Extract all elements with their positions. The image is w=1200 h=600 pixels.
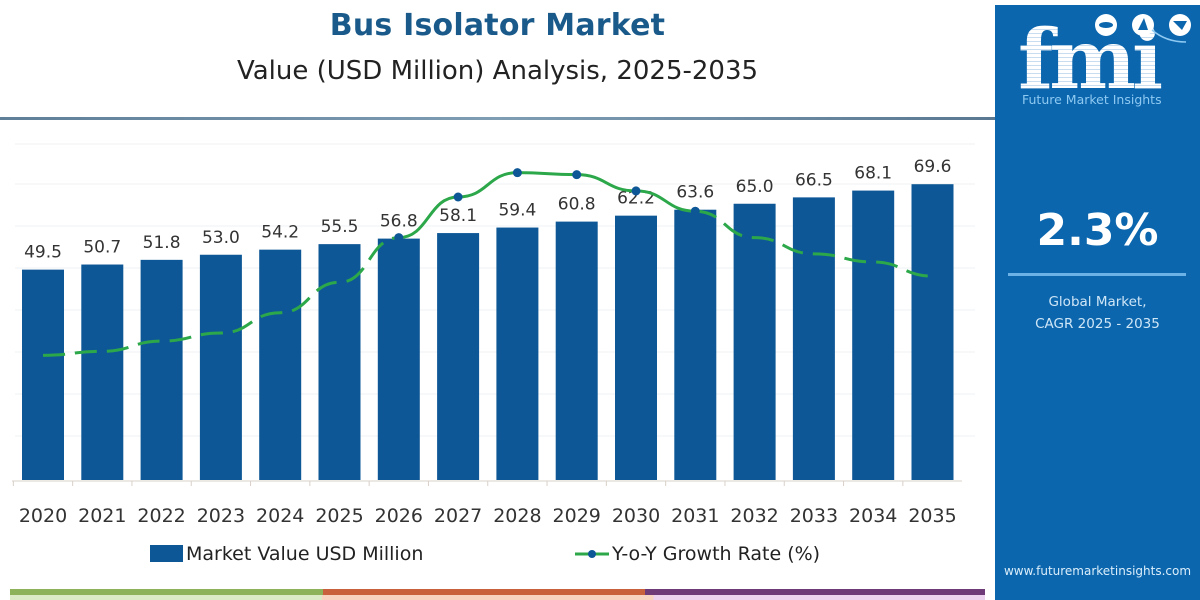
x-tick-label: 2024 [256, 505, 304, 527]
footer-bar-orange [323, 589, 645, 595]
bar-2024 [259, 249, 302, 480]
bar-value-label: 66.5 [795, 170, 833, 190]
growth-marker [572, 170, 582, 180]
logo-caption: Future Market Insights [1022, 92, 1162, 107]
bar-2026 [377, 238, 420, 480]
bar-value-label: 63.6 [676, 183, 714, 203]
x-tick-label: 2030 [612, 505, 660, 527]
cagr-label-line2: CAGR 2025 - 2035 [1035, 316, 1160, 332]
x-tick-label: 2032 [730, 505, 778, 527]
bar-2035 [911, 184, 954, 480]
legend-market-value-label: Market Value USD Million [186, 543, 424, 565]
cagr-value: 2.3% [1036, 205, 1159, 256]
x-tick-label: 2029 [553, 505, 601, 527]
bar-2022 [140, 259, 183, 480]
bar-2030 [615, 215, 657, 480]
bar-value-label: 60.8 [558, 195, 596, 215]
bar-value-label: 53.0 [202, 228, 240, 248]
legend-growth-rate: Y-o-Y Growth Rate (%) [575, 543, 820, 565]
bar-2034 [852, 190, 895, 480]
bar-2028 [496, 227, 539, 480]
bar-value-label: 50.7 [83, 238, 121, 258]
x-tick-label: 2034 [849, 505, 897, 527]
bar-value-label: 59.4 [498, 201, 536, 221]
bar-2032 [733, 203, 776, 480]
bar-value-label: 65.0 [736, 177, 774, 197]
bar-value-label: 56.8 [380, 212, 418, 232]
x-tick-label: 2031 [671, 505, 719, 527]
footer-bar-green [10, 589, 323, 595]
growth-line-dashed-end [695, 209, 933, 278]
bar-2020 [22, 269, 64, 480]
bar-value-label: 55.5 [321, 217, 359, 237]
bar-2021 [81, 264, 124, 480]
x-tick-label: 2023 [197, 505, 245, 527]
x-tick-label: 2025 [315, 505, 363, 527]
x-tick-label: 2028 [493, 505, 541, 527]
bar-2027 [437, 233, 480, 480]
x-tick-label: 2021 [78, 505, 126, 527]
cagr-label-line1: Global Market, [1048, 294, 1147, 310]
x-tick-label: 2026 [375, 505, 423, 527]
chart-title: Bus Isolator Market [329, 8, 666, 43]
asia-globe-icon [1169, 14, 1191, 36]
bar-value-label: 62.2 [617, 189, 655, 209]
chart-subtitle: Value (USD Million) Analysis, 2025-2035 [236, 56, 759, 86]
panel-top-edge [995, 0, 1200, 5]
legend-market-value: Market Value USD Million [150, 543, 423, 565]
line-marker-icon [575, 550, 609, 558]
growth-line-solid [398, 171, 696, 240]
growth-marker [512, 168, 522, 178]
header-divider [0, 117, 995, 120]
cagr-label: Global Market, CAGR 2025 - 2035 [995, 291, 1200, 335]
bar-value-label: 58.1 [439, 206, 477, 226]
growth-marker [631, 186, 641, 196]
footer-bar-purple [645, 589, 985, 595]
bar-value-label: 69.6 [914, 157, 952, 177]
bar-swatch-icon [150, 545, 183, 562]
footer-bar-shadow [10, 595, 985, 600]
growth-marker [690, 206, 700, 216]
bar-2031 [674, 209, 717, 480]
cagr-divider [1008, 273, 1186, 276]
x-tick-label: 2020 [19, 505, 67, 527]
bar-value-label: 54.2 [261, 223, 299, 243]
brand-panel [995, 0, 1200, 600]
x-tick-label: 2022 [137, 505, 185, 527]
bar-2029 [555, 221, 598, 480]
x-tick-label: 2035 [908, 505, 956, 527]
growth-marker [453, 192, 463, 202]
website-link[interactable]: www.futuremarketinsights.com [1003, 564, 1192, 578]
bar-2033 [792, 197, 835, 480]
x-tick-label: 2033 [790, 505, 838, 527]
bar-2025 [318, 244, 361, 480]
x-tick-label: 2027 [434, 505, 482, 527]
bar-line-chart: 49.5 2020 50.7 2021 51.8 2022 53.0 2023 54.2 2024… [12, 143, 975, 527]
growth-marker [394, 233, 404, 243]
legend-growth-rate-label: Y-o-Y Growth Rate (%) [612, 543, 821, 565]
bar-value-label: 68.1 [854, 164, 892, 184]
bar-value-label: 51.8 [143, 233, 181, 253]
bar-2023 [199, 254, 242, 480]
americas-globe-icon [1095, 14, 1117, 36]
fmi-logo[interactable]: fmi [1018, 10, 1200, 100]
bar-value-label: 49.5 [24, 243, 62, 263]
europe-africa-globe-icon [1132, 14, 1154, 36]
